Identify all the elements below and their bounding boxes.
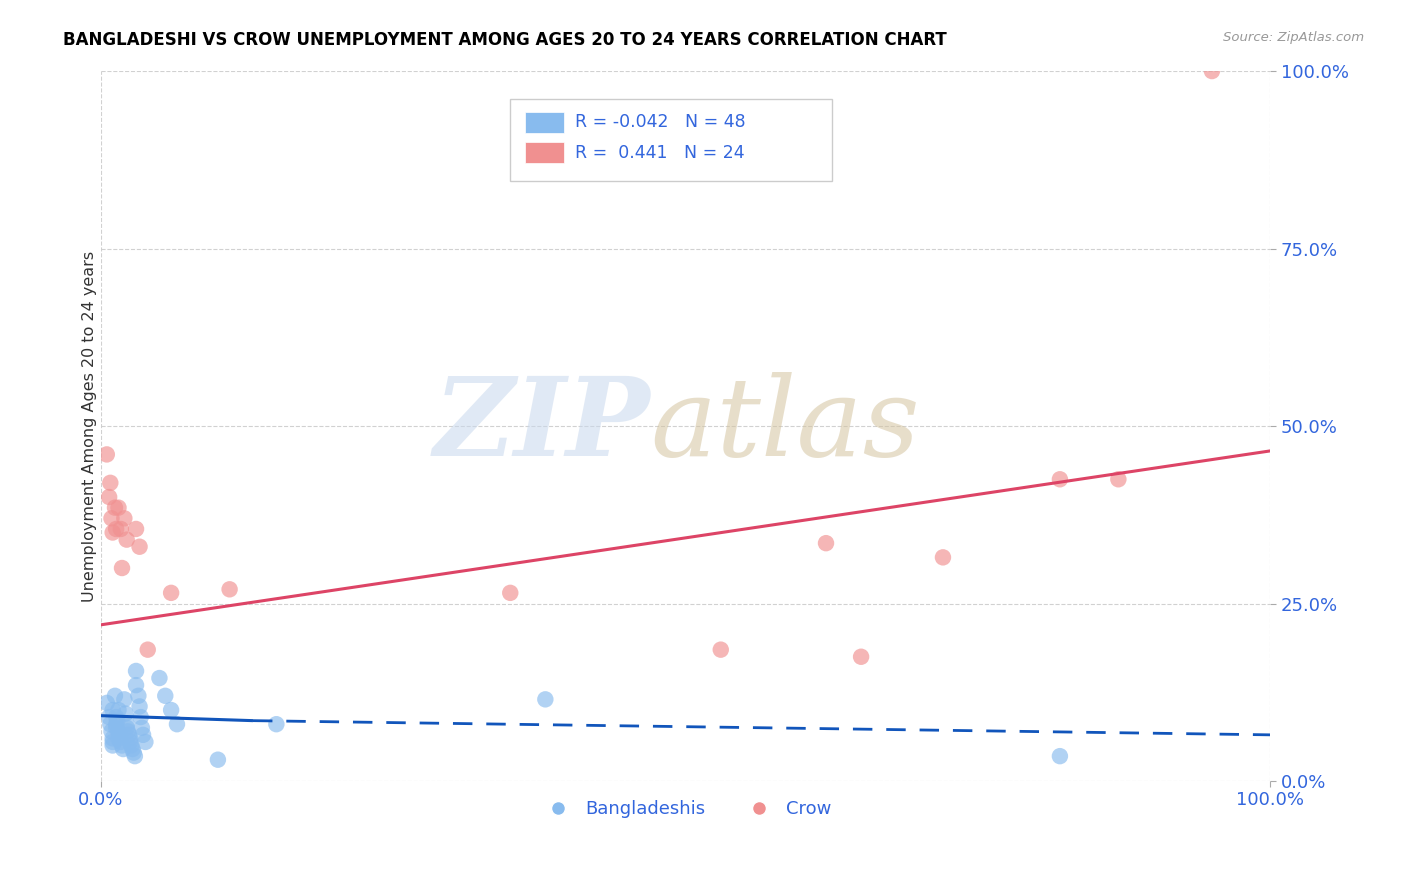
Point	[107, 731, 129, 746]
Point	[107, 500, 129, 515]
Point	[96, 447, 118, 461]
Point	[105, 522, 128, 536]
Point	[1201, 64, 1223, 78]
Point	[131, 721, 153, 735]
Point	[96, 696, 118, 710]
Point	[112, 511, 135, 525]
Point	[710, 642, 733, 657]
Point	[115, 717, 138, 731]
Point	[132, 728, 155, 742]
Point	[105, 710, 128, 724]
Point	[120, 731, 142, 746]
Point	[101, 739, 124, 753]
Text: ZIP: ZIP	[434, 372, 651, 480]
Point	[121, 742, 143, 756]
Point	[105, 717, 128, 731]
Point	[110, 522, 132, 536]
Point	[110, 735, 132, 749]
Point	[849, 649, 872, 664]
FancyBboxPatch shape	[526, 112, 564, 133]
Point	[98, 710, 121, 724]
Point	[155, 689, 177, 703]
Point	[124, 749, 146, 764]
Point	[814, 536, 837, 550]
Point	[125, 522, 148, 536]
Point	[534, 692, 557, 706]
Point	[115, 533, 138, 547]
Point	[218, 582, 240, 597]
Text: Source: ZipAtlas.com: Source: ZipAtlas.com	[1223, 31, 1364, 45]
Point	[107, 724, 129, 739]
Point	[101, 525, 124, 540]
Point	[148, 671, 170, 685]
Point	[98, 490, 121, 504]
Point	[101, 731, 124, 746]
Point	[98, 475, 121, 490]
Point	[125, 678, 148, 692]
Point	[101, 735, 124, 749]
Point	[160, 586, 183, 600]
Point	[125, 664, 148, 678]
Point	[122, 746, 145, 760]
Point	[117, 724, 139, 739]
Point	[120, 735, 142, 749]
Point	[207, 753, 229, 767]
Point	[1049, 472, 1071, 486]
Point	[105, 721, 128, 735]
Point	[118, 728, 141, 742]
Point	[160, 703, 183, 717]
Point	[100, 724, 122, 739]
Point	[112, 742, 135, 756]
Point	[128, 699, 150, 714]
Point	[100, 511, 122, 525]
Point	[114, 706, 136, 721]
Point	[1049, 749, 1071, 764]
Point	[101, 703, 124, 717]
Point	[112, 692, 135, 706]
Point	[108, 728, 131, 742]
Point	[98, 717, 121, 731]
Point	[932, 550, 955, 565]
Point	[499, 586, 522, 600]
Point	[134, 735, 156, 749]
Point	[104, 500, 127, 515]
FancyBboxPatch shape	[526, 142, 564, 163]
Text: BANGLADESHI VS CROW UNEMPLOYMENT AMONG AGES 20 TO 24 YEARS CORRELATION CHART: BANGLADESHI VS CROW UNEMPLOYMENT AMONG A…	[63, 31, 948, 49]
Point	[120, 739, 142, 753]
Text: R = -0.042   N = 48: R = -0.042 N = 48	[575, 113, 745, 131]
Point	[1107, 472, 1129, 486]
Point	[111, 561, 134, 575]
Y-axis label: Unemployment Among Ages 20 to 24 years: Unemployment Among Ages 20 to 24 years	[83, 251, 97, 601]
Point	[128, 540, 150, 554]
Point	[104, 689, 127, 703]
Text: R =  0.441   N = 24: R = 0.441 N = 24	[575, 144, 744, 161]
Point	[115, 721, 138, 735]
Point	[166, 717, 188, 731]
Point	[136, 642, 159, 657]
Point	[129, 710, 152, 724]
Legend: Bangladeshis, Crow: Bangladeshis, Crow	[533, 793, 839, 825]
Point	[107, 703, 129, 717]
Text: atlas: atlas	[651, 372, 920, 480]
Point	[266, 717, 288, 731]
FancyBboxPatch shape	[510, 99, 832, 181]
Point	[111, 739, 134, 753]
Point	[127, 689, 149, 703]
Point	[105, 714, 128, 728]
